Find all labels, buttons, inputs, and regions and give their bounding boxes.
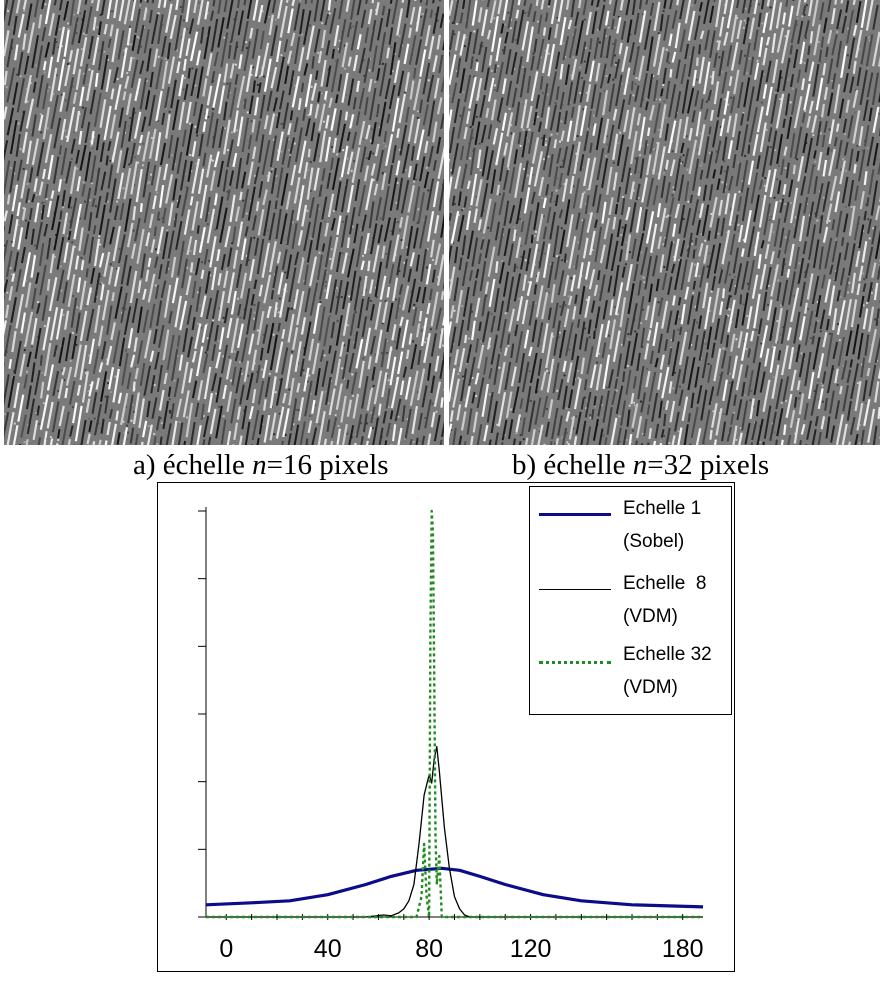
legend-swatch-echelle-8 bbox=[539, 589, 611, 590]
caption-panel-a: a) échelle n=16 pixels bbox=[133, 447, 389, 483]
legend-method-echelle-8: (VDM) bbox=[623, 606, 678, 627]
legend-swatch-echelle-1 bbox=[539, 513, 611, 516]
legend-entry-echelle-8: Echelle 8 (VDM) bbox=[530, 566, 730, 636]
legend-label-echelle-32: Echelle 32 bbox=[623, 644, 712, 665]
caption-b-prefix: b) échelle bbox=[512, 449, 633, 481]
series-line-2 bbox=[206, 509, 703, 919]
chart-legend: Echelle 1 (Sobel) Echelle 8 (VDM) Echell… bbox=[529, 486, 732, 715]
x-tick-label: 80 bbox=[415, 935, 443, 963]
panel-b-texture-image bbox=[449, 0, 880, 445]
legend-method-echelle-1: (Sobel) bbox=[623, 531, 685, 552]
caption-panel-b: b) échelle n=32 pixels bbox=[512, 447, 769, 483]
legend-swatch-echelle-32 bbox=[539, 661, 611, 664]
x-tick-labels: 0 40 80 120 180 bbox=[219, 935, 703, 963]
series-line-1 bbox=[206, 745, 703, 918]
legend-entry-echelle-1: Echelle 1 (Sobel) bbox=[530, 491, 730, 561]
panel-a-texture-image bbox=[4, 0, 444, 445]
caption-a-var: n bbox=[252, 449, 267, 481]
legend-label-echelle-8: Echelle 8 bbox=[623, 573, 707, 594]
legend-method-echelle-32: (VDM) bbox=[623, 677, 678, 698]
caption-b-suffix: =32 pixels bbox=[647, 449, 770, 481]
x-tick-label: 40 bbox=[314, 935, 342, 963]
x-tick-label: 120 bbox=[510, 935, 552, 963]
caption-a-suffix: =16 pixels bbox=[266, 449, 389, 481]
series-line-0 bbox=[205, 866, 704, 909]
caption-a-prefix: a) échelle bbox=[133, 449, 253, 481]
chart-series-layer bbox=[205, 509, 704, 919]
caption-b-var: n bbox=[632, 449, 648, 481]
x-tick-label: 180 bbox=[662, 935, 704, 963]
legend-entry-echelle-32: Echelle 32 (VDM) bbox=[530, 637, 730, 707]
chart-frame: 0 40 80 120 180 bbox=[157, 482, 735, 972]
orientation-histogram-chart: 0 40 80 120 180 bbox=[198, 507, 704, 963]
legend-label-echelle-1: Echelle 1 bbox=[623, 498, 702, 519]
x-tick-label: 0 bbox=[219, 935, 233, 963]
